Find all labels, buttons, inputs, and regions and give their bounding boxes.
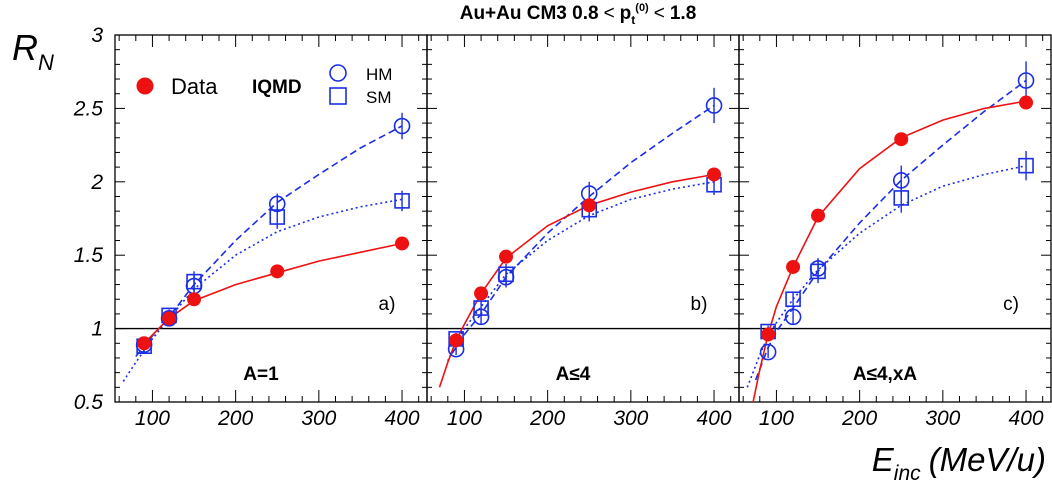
data-point [474,286,489,301]
x-tick-label: 400 [697,407,732,430]
data-point [449,333,464,348]
panels: 100 200 300 400 0.5 1 1.5 2 2.5 3 a) A=1 100 200 300 40… [73,24,1052,430]
data-point [707,167,722,182]
x-tick-label: 400 [1009,407,1044,430]
sm-point [498,266,514,283]
data-fit-curve [752,100,1027,402]
data-point [395,236,410,251]
hm-point [784,308,802,326]
x-tick-label: 200 [217,407,253,430]
data-point [582,198,597,213]
data-point [187,292,202,307]
y-tick-label: 2.5 [73,97,104,120]
data-point [270,264,285,279]
sm-point [810,263,826,280]
panel-label: A≤4,xA [853,364,918,385]
y-tick-label: 2 [90,171,103,194]
panel-tag: b) [691,294,708,315]
figure-title: Au+Au CM3 0.8 < pt(0) <1.8 [460,2,697,27]
legend: Data IQMD HM SM [136,64,392,107]
hm-point [393,117,411,135]
data-point [1019,95,1034,110]
legend-hm-marker [329,64,347,82]
data-point [499,249,514,264]
legend-data-label: Data [171,74,218,99]
x-tick-label: 300 [301,407,336,430]
sm-point [1018,157,1034,174]
data-point [811,208,826,223]
legend-model-label: IQMD [252,77,302,98]
x-tick-label: 200 [529,407,565,430]
data-point [786,259,801,274]
panel-1: 100 200 300 400 0.5 1 1.5 2 2.5 3 a) A=1 [73,24,428,430]
panel-plot-area [746,61,1035,402]
panel-frame [738,34,1052,403]
x-tick-label: 300 [613,407,648,430]
hm-fit-curve [754,79,1027,381]
x-tick-label: 300 [925,407,960,430]
y-tick-label: 3 [91,24,103,47]
sm-point [785,291,801,308]
panel-plot-area [438,87,723,388]
legend-data-marker [136,77,154,95]
panel-label: A≤4 [556,364,591,385]
x-tick-label: 100 [135,407,170,430]
y-tick-label: 1.5 [74,244,104,267]
hm-point [1017,72,1035,89]
data-point [162,311,177,326]
y-axis-label: RN [12,27,54,75]
sm-fit-curve [122,198,403,382]
hm-fit-curve [451,104,715,355]
y-tick-label: 1 [91,318,103,341]
sm-point [893,190,910,206]
panel-tag: a) [379,294,396,315]
data-point [894,132,909,147]
panel-2: 100 200 300 400 b) A≤4 [426,34,740,430]
x-tick-label: 100 [759,407,794,430]
sm-point [473,300,489,316]
data-point [761,327,776,342]
panel-plot-area [122,112,411,382]
panel-tag: c) [1003,294,1019,315]
panel-3: 100 200 300 400 c) A≤4,xA [738,34,1052,430]
panel-label: A=1 [243,364,279,385]
y-tick-label: 0.5 [74,391,104,414]
hm-point [759,343,777,361]
sm-point [394,193,410,209]
sm-point [186,273,202,290]
x-axis-label: Einc (MeV/u) [872,441,1046,485]
hm-point [705,97,723,114]
x-tick-label: 400 [385,407,420,430]
sm-point [269,209,286,225]
data-point [137,336,152,351]
legend-hm-label: HM [366,65,392,84]
legend-sm-label: SM [366,88,392,107]
x-tick-label: 100 [447,407,482,430]
x-tick-label: 200 [841,407,877,430]
legend-sm-marker [329,87,347,105]
sm-fit-curve [447,181,715,362]
